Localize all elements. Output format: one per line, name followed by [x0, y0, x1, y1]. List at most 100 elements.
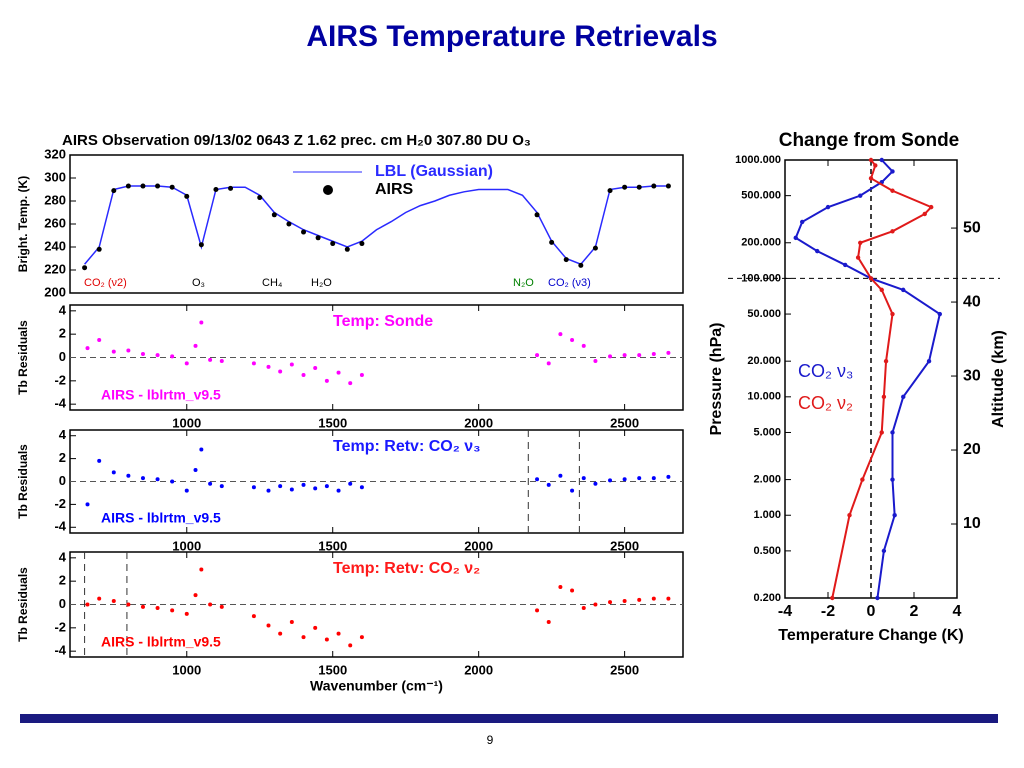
residual-dot	[546, 620, 551, 624]
residual-dot	[313, 486, 318, 491]
observation-dot	[549, 239, 555, 245]
residual-dot	[199, 567, 204, 572]
band-label: O₃	[192, 277, 205, 289]
residual-dot	[126, 348, 131, 353]
x-tick-label: 2000	[464, 662, 493, 677]
x-tick-label: 1000	[172, 538, 201, 553]
band-label: N₂O	[513, 277, 534, 289]
y-tick-label: 10.000	[747, 391, 781, 403]
profile-point	[881, 548, 887, 554]
y-tick-label: -2	[54, 496, 66, 511]
residual-dot	[193, 343, 198, 348]
y-tick-label: 0	[59, 349, 66, 364]
y-tick-label: 2	[59, 450, 66, 465]
x-tick-label: 2000	[464, 538, 493, 553]
residual-dot	[336, 370, 341, 375]
profile-point	[858, 193, 863, 198]
x-tick-label: 2	[910, 603, 919, 620]
residual-dot	[184, 611, 189, 616]
band-label: CO₂ (ν3)	[548, 277, 591, 289]
observation-dot	[140, 183, 146, 189]
observation-dot	[301, 229, 307, 235]
residual-dot	[558, 585, 563, 589]
y-tick-label: 1000.000	[735, 154, 781, 166]
y2-tick-label: 50	[963, 219, 981, 236]
panel-note: AIRS - lblrtm_v9.5	[101, 510, 221, 526]
observation-dot	[359, 241, 365, 247]
y-tick-label: -4	[54, 396, 66, 411]
residual-dot	[140, 604, 145, 609]
profile-point	[875, 595, 880, 601]
observation-dot	[578, 262, 584, 268]
residual-dot	[336, 631, 341, 636]
y-tick-label: 5.000	[753, 426, 781, 438]
residual-dot	[278, 484, 283, 489]
observation-dot	[592, 245, 598, 251]
residual-dot	[324, 484, 329, 489]
residual-dot	[535, 353, 540, 358]
residual-dot	[348, 381, 353, 386]
profile-point	[901, 287, 906, 293]
profile-point	[860, 477, 865, 482]
residual-dot	[581, 606, 586, 610]
y-tick-label: 1.000	[753, 509, 781, 521]
observation-dot	[271, 212, 277, 218]
residual-dot	[535, 477, 540, 482]
y-tick-label: 4	[59, 302, 67, 317]
residual-dot	[637, 597, 642, 602]
profile-point	[800, 219, 805, 225]
residual-dot	[155, 353, 160, 358]
residual-dot	[651, 352, 656, 356]
residual-dot	[184, 361, 189, 366]
residual-dot	[666, 350, 671, 355]
observation-dot	[636, 184, 642, 190]
profile-point	[825, 204, 831, 210]
residual-dot	[301, 482, 306, 487]
residual-dot	[140, 476, 145, 481]
panel-title: Temp: Retv: CO₂ ν₂	[333, 560, 480, 577]
observation-dot	[563, 257, 569, 263]
residual-dot	[278, 631, 283, 636]
residual-dot	[313, 625, 318, 630]
residual-dot	[266, 364, 271, 369]
residual-dot	[359, 635, 364, 640]
residual-dot	[301, 635, 306, 640]
profile-point	[922, 211, 927, 217]
x-tick-label: -4	[778, 603, 792, 620]
profile-point	[890, 477, 895, 482]
x-axis-label: Temperature Change (K)	[778, 627, 964, 644]
residual-dot	[359, 485, 364, 490]
footer-bar	[20, 714, 998, 723]
residual-dot	[570, 588, 575, 593]
profile-point	[926, 358, 932, 364]
residual-dot	[170, 479, 175, 484]
profile-point	[879, 287, 884, 293]
observation-dot	[607, 188, 613, 194]
profile-point	[881, 394, 887, 400]
observation-dot	[651, 183, 657, 189]
x-tick-label: 1500	[318, 662, 347, 677]
profile-point	[937, 311, 942, 317]
residual-dot	[324, 637, 329, 642]
y2-tick-label: 30	[963, 367, 981, 384]
residual-dot	[85, 602, 90, 607]
profile-point	[890, 169, 895, 174]
y-tick-label: 2	[59, 326, 66, 341]
band-label: CO₂ (ν2)	[84, 277, 127, 289]
residual-dot	[111, 599, 116, 603]
observation-dot	[82, 265, 88, 271]
band-label: H₂O	[311, 277, 332, 289]
residual-dot	[251, 361, 256, 366]
x-tick-label: 2500	[610, 662, 639, 677]
residual-dot	[111, 470, 116, 475]
profile-point	[858, 240, 863, 245]
y-tick-label: 4	[59, 427, 67, 442]
page-number: 9	[487, 733, 494, 747]
residual-dot	[535, 608, 540, 613]
residual-dot	[219, 359, 224, 363]
residual-dot	[289, 362, 294, 367]
residual-dot	[199, 447, 204, 452]
residual-dot	[622, 353, 627, 358]
residual-dot	[85, 346, 90, 351]
residual-dot	[170, 608, 175, 613]
